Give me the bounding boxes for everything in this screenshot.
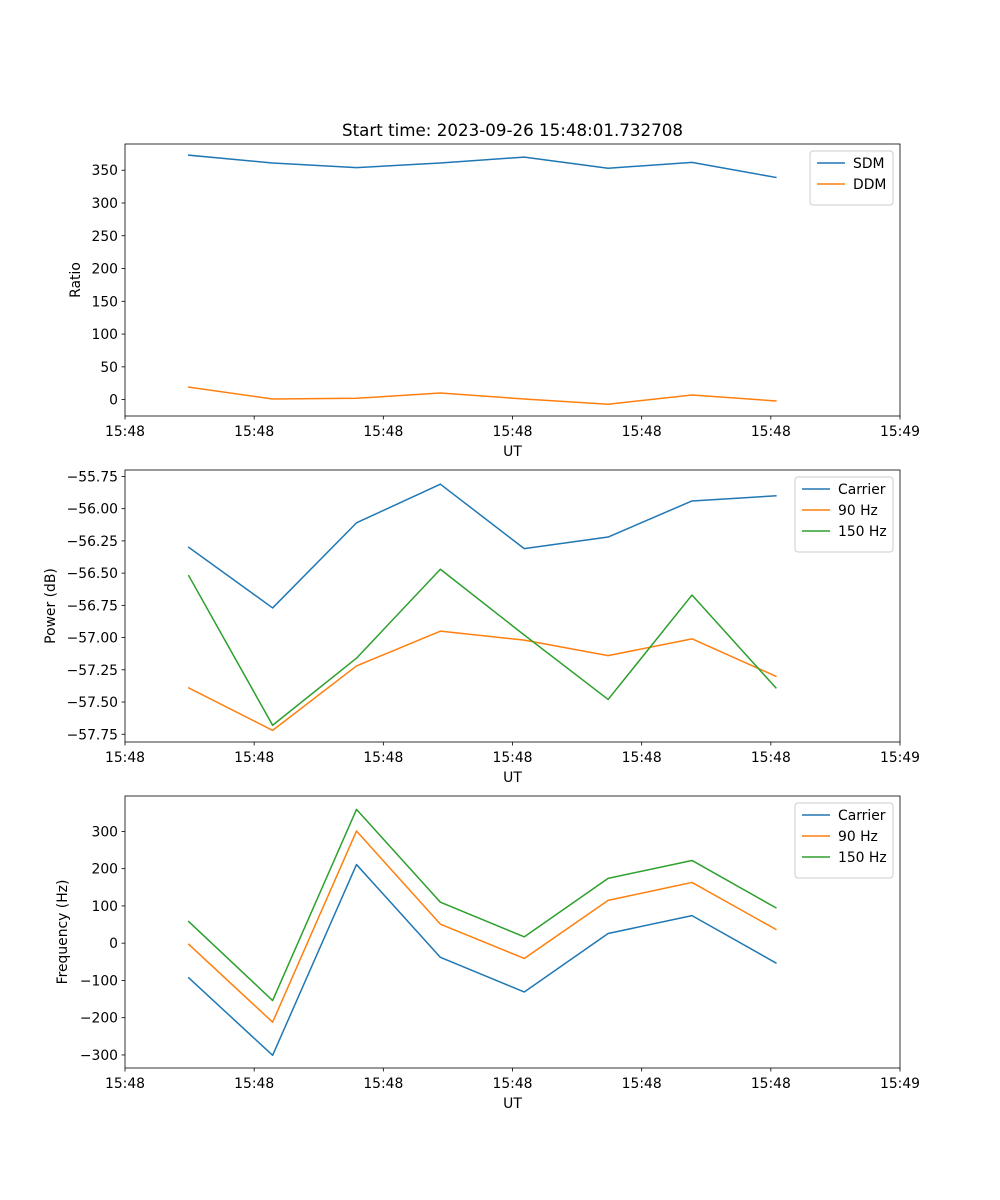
y-tick-label: −56.00 [67, 502, 118, 518]
series-line-ddm [187, 386, 777, 405]
y-tick-label: 200 [91, 262, 118, 278]
y-tick-label: 350 [91, 163, 118, 179]
y-tick-label: −56.75 [67, 598, 118, 614]
x-tick-label: 15:48 [363, 1076, 403, 1092]
legend-label: 150 Hz [838, 524, 887, 540]
y-axis-label: Ratio [68, 262, 84, 298]
x-axis-label: UT [503, 1096, 522, 1112]
y-tick-label: −57.50 [67, 695, 118, 711]
axes-frame [124, 143, 901, 417]
x-tick-label: 15:48 [622, 750, 662, 766]
x-tick-label: 15:48 [363, 424, 403, 440]
y-tick-label: 250 [91, 229, 118, 245]
series-line-carrier [187, 483, 777, 609]
chart-panel-3: 15:48 15:48 15:48 15:48 15:48 15:48 15:49 −300 −… [55, 795, 920, 1112]
x-tick-label: 15:48 [622, 1076, 662, 1092]
x-tick-label: 15:48 [751, 1076, 791, 1092]
y-tick-label: −57.00 [67, 631, 118, 647]
x-tick-label: 15:49 [880, 424, 920, 440]
legend-label: 150 Hz [838, 850, 887, 866]
legend-label: 90 Hz [838, 829, 878, 845]
y-tick-label: −100 [80, 973, 118, 989]
y-tick-label: 50 [100, 360, 118, 376]
x-tick-label: 15:49 [880, 1076, 920, 1092]
legend-box [794, 476, 894, 553]
legend-box [794, 802, 894, 879]
y-tick-label: −57.25 [67, 663, 118, 679]
y-tick-label: −55.75 [67, 469, 118, 485]
legend: Carrier 90 Hz 150 Hz [794, 802, 894, 879]
y-tick-label: 300 [91, 196, 118, 212]
x-tick-label: 15:48 [492, 750, 532, 766]
plot-area [187, 483, 777, 732]
y-tick-label: −56.50 [67, 566, 118, 582]
x-tick-label: 15:48 [492, 424, 532, 440]
series-line-150-hz [187, 808, 777, 1002]
series-line-150-hz [187, 568, 777, 726]
legend-label: Carrier [838, 482, 886, 498]
y-axis-label: Frequency (Hz) [55, 880, 71, 985]
chart-title: Start time: 2023-09-26 15:48:01.732708 [342, 120, 683, 140]
legend: Carrier 90 Hz 150 Hz [794, 476, 894, 553]
legend-box [809, 150, 894, 206]
y-tick-label: 150 [91, 294, 118, 310]
y-tick-label: 200 [91, 862, 118, 878]
x-axis-label: UT [503, 444, 522, 460]
x-tick-label: 15:48 [105, 1076, 145, 1092]
x-axis-label: UT [503, 770, 522, 786]
chart-panel-1: 15:48 15:48 15:48 15:48 15:48 15:48 15:49 0 50 10… [68, 120, 920, 460]
y-tick-label: −56.25 [67, 534, 118, 550]
y-tick-label: 300 [91, 824, 118, 840]
x-tick-label: 15:48 [751, 750, 791, 766]
y-tick-label: 0 [109, 393, 118, 409]
axes-frame [124, 469, 901, 743]
series-line-90-hz [187, 830, 777, 1023]
legend-label: 90 Hz [838, 503, 878, 519]
x-tick-label: 15:48 [105, 750, 145, 766]
y-tick-label: −200 [80, 1011, 118, 1027]
legend-label: DDM [853, 177, 886, 193]
x-tick-label: 15:48 [234, 1076, 274, 1092]
series-line-sdm [187, 154, 777, 179]
x-tick-label: 15:48 [105, 424, 145, 440]
x-tick-label: 15:48 [751, 424, 791, 440]
legend-label: SDM [853, 156, 885, 172]
series-line-carrier [187, 863, 777, 1057]
legend-label: Carrier [838, 808, 886, 824]
chart-panel-2: 15:48 15:48 15:48 15:48 15:48 15:48 15:49 −57.7… [43, 469, 920, 786]
plot-area [187, 154, 777, 405]
x-tick-label: 15:49 [880, 750, 920, 766]
x-tick-label: 15:48 [234, 750, 274, 766]
y-tick-label: 0 [109, 936, 118, 952]
x-tick-label: 15:48 [363, 750, 403, 766]
x-tick-label: 15:48 [492, 1076, 532, 1092]
y-tick-label: −57.75 [67, 727, 118, 743]
y-tick-label: 100 [91, 327, 118, 343]
y-axis-label: Power (dB) [43, 568, 59, 644]
x-tick-label: 15:48 [234, 424, 274, 440]
x-tick-label: 15:48 [622, 424, 662, 440]
legend: SDM DDM [809, 150, 894, 206]
plot-area [187, 808, 777, 1057]
y-tick-label: 100 [91, 899, 118, 915]
y-tick-label: −300 [80, 1048, 118, 1064]
series-line-90-hz [187, 630, 777, 732]
